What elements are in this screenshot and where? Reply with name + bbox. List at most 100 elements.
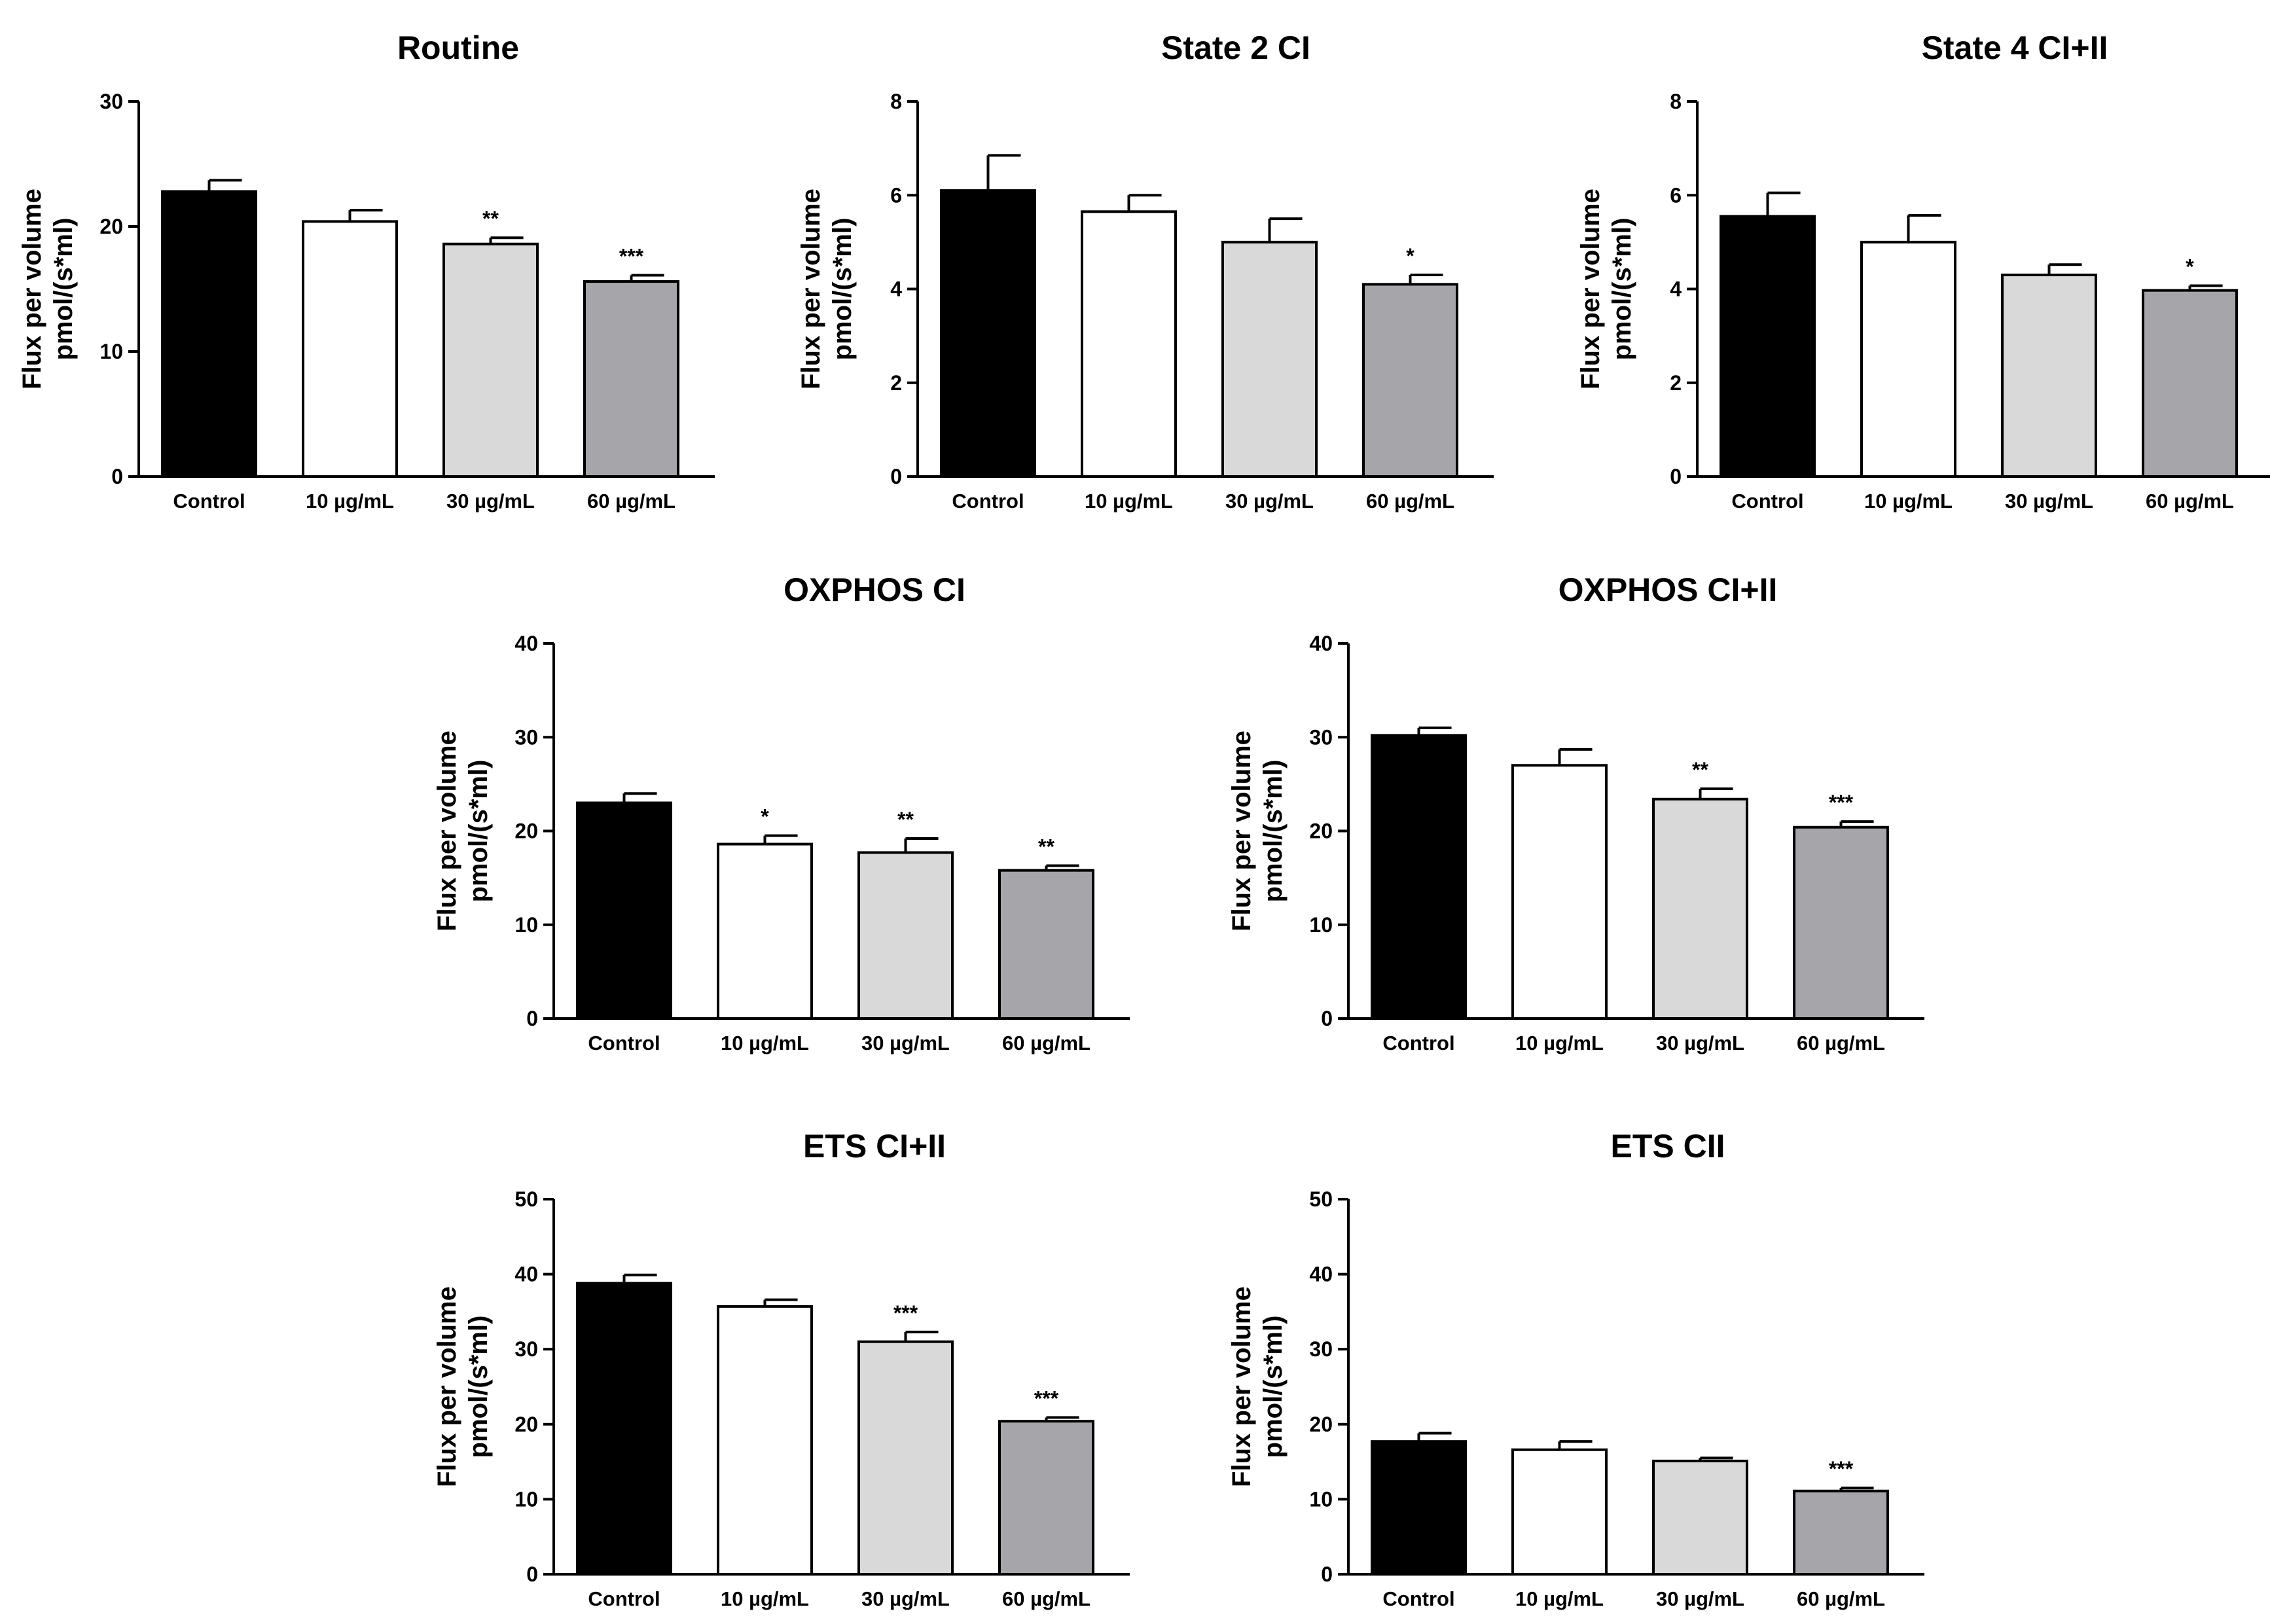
y-axis-unit-label: pmol/(s*ml) xyxy=(1608,218,1636,361)
y-tick-label: 40 xyxy=(1309,632,1333,655)
bar-3 xyxy=(1652,1459,1748,1576)
y-tick-label: 10 xyxy=(514,913,538,937)
bar-3 xyxy=(1652,797,1748,1020)
x-tick-label: 60 µg/mL xyxy=(1366,490,1454,513)
bar-2 xyxy=(1860,240,1956,478)
y-axis-label: Flux per volume xyxy=(1576,189,1605,389)
x-tick-label: 10 µg/mL xyxy=(1085,490,1173,513)
x-tick-label: 60 µg/mL xyxy=(1002,1587,1090,1610)
chart-panel-4: OXPHOS CI Flux per volume pmol/(s*ml) 0 10 20… xyxy=(433,571,1130,1055)
y-tick-label: 40 xyxy=(514,1263,538,1286)
y-tick-label: 50 xyxy=(514,1187,538,1211)
bar-1 xyxy=(161,190,257,478)
y-tick-label: 20 xyxy=(514,820,538,843)
y-tick-label: 20 xyxy=(99,215,123,238)
x-tick-label: Control xyxy=(952,490,1024,513)
bar-1 xyxy=(576,1282,672,1576)
x-tick-label: 30 µg/mL xyxy=(861,1587,950,1610)
bar-1 xyxy=(940,189,1036,478)
y-axis-label: Flux per volume xyxy=(1227,731,1256,931)
bar-4 xyxy=(1793,825,1889,1020)
y-tick-label: 4 xyxy=(1670,278,1682,301)
significance-marker: * xyxy=(1406,244,1414,268)
bar-1 xyxy=(1371,734,1467,1020)
significance-marker: *** xyxy=(1034,1386,1059,1410)
chart-title: State 2 CI xyxy=(1161,29,1310,66)
y-tick-label: 30 xyxy=(1309,1337,1333,1361)
y-tick-label: 6 xyxy=(1670,183,1682,207)
y-tick-label: 40 xyxy=(1309,1263,1333,1286)
bar-1 xyxy=(576,801,672,1020)
chart-title: State 4 CI+II xyxy=(1922,29,2108,66)
y-tick-label: 50 xyxy=(1309,1187,1333,1211)
y-tick-label: 0 xyxy=(1670,465,1682,488)
x-tick-label: 60 µg/mL xyxy=(1002,1032,1090,1055)
y-tick-label: 8 xyxy=(1670,90,1682,113)
x-tick-label: 30 µg/mL xyxy=(1225,490,1314,513)
significance-marker: * xyxy=(2186,255,2194,278)
significance-marker: *** xyxy=(893,1301,918,1325)
x-tick-label: 30 µg/mL xyxy=(1656,1587,1744,1610)
y-axis-unit-label: pmol/(s*ml) xyxy=(464,760,493,903)
bar-4 xyxy=(998,869,1094,1020)
y-axis-label: Flux per volume xyxy=(18,189,46,389)
x-tick-label: 10 µg/mL xyxy=(1864,490,1953,513)
y-tick-label: 0 xyxy=(1321,1562,1333,1586)
y-tick-label: 0 xyxy=(526,1562,538,1586)
bar-4 xyxy=(583,280,679,478)
bar-1 xyxy=(1720,215,1816,478)
bar-2 xyxy=(717,1305,813,1576)
y-tick-label: 0 xyxy=(526,1007,538,1030)
bar-2 xyxy=(1511,1448,1608,1576)
chart-panel-5: OXPHOS CI+II Flux per volume pmol/(s*ml) 0 1… xyxy=(1227,571,1924,1055)
x-tick-label: 30 µg/mL xyxy=(1656,1032,1744,1055)
y-tick-label: 30 xyxy=(514,1337,538,1361)
y-tick-label: 10 xyxy=(99,340,123,363)
bar-3 xyxy=(857,1340,954,1576)
significance-marker: *** xyxy=(1829,791,1854,814)
bar-4 xyxy=(998,1420,1094,1576)
y-tick-label: 8 xyxy=(890,90,902,113)
significance-marker: ** xyxy=(897,808,914,831)
y-tick-label: 0 xyxy=(890,465,902,488)
chart-panel-2: State 2 CI Flux per volume pmol/(s*ml) 0 2 4 6… xyxy=(797,29,1494,513)
x-tick-label: 30 µg/mL xyxy=(2005,490,2093,513)
chart-panel-6: ETS CI+II Flux per volume pmol/(s*ml) 0 10 20… xyxy=(433,1128,1130,1610)
y-tick-label: 20 xyxy=(514,1413,538,1436)
bar-3 xyxy=(2001,274,2097,478)
significance-marker: * xyxy=(761,805,769,829)
y-tick-label: 30 xyxy=(1309,725,1333,749)
x-tick-label: 60 µg/mL xyxy=(1797,1032,1885,1055)
y-tick-label: 10 xyxy=(1309,913,1333,937)
chart-title: ETS CI+II xyxy=(803,1128,946,1164)
bar-3 xyxy=(857,851,954,1020)
y-axis-unit-label: pmol/(s*ml) xyxy=(1259,1316,1288,1458)
x-tick-label: 10 µg/mL xyxy=(306,490,394,513)
y-axis-unit-label: pmol/(s*ml) xyxy=(49,218,78,361)
x-tick-label: Control xyxy=(1731,490,1803,513)
bar-3 xyxy=(442,242,539,478)
y-tick-label: 10 xyxy=(1309,1487,1333,1511)
bar-2 xyxy=(717,842,813,1020)
y-tick-label: 2 xyxy=(1670,371,1682,395)
x-tick-label: 60 µg/mL xyxy=(2146,490,2234,513)
x-tick-label: 60 µg/mL xyxy=(1797,1587,1885,1610)
bar-4 xyxy=(2142,289,2238,478)
y-tick-label: 0 xyxy=(1321,1007,1333,1030)
y-axis-label: Flux per volume xyxy=(1227,1286,1256,1487)
significance-marker: *** xyxy=(1829,1457,1854,1481)
y-tick-label: 30 xyxy=(514,725,538,749)
y-tick-label: 30 xyxy=(99,90,123,113)
chart-panel-1: Routine Flux per volume pmol/(s*ml) 0 10 20 30… xyxy=(18,29,715,513)
bar-4 xyxy=(1362,283,1458,478)
y-axis-label: Flux per volume xyxy=(433,1286,461,1487)
y-axis-unit-label: pmol/(s*ml) xyxy=(464,1316,493,1458)
significance-marker: ** xyxy=(482,207,499,230)
x-tick-label: 10 µg/mL xyxy=(721,1587,809,1610)
y-tick-label: 4 xyxy=(890,278,902,301)
x-tick-label: Control xyxy=(588,1587,660,1610)
y-axis-label: Flux per volume xyxy=(797,189,825,389)
x-tick-label: Control xyxy=(1382,1032,1454,1055)
bar-2 xyxy=(1511,764,1608,1020)
